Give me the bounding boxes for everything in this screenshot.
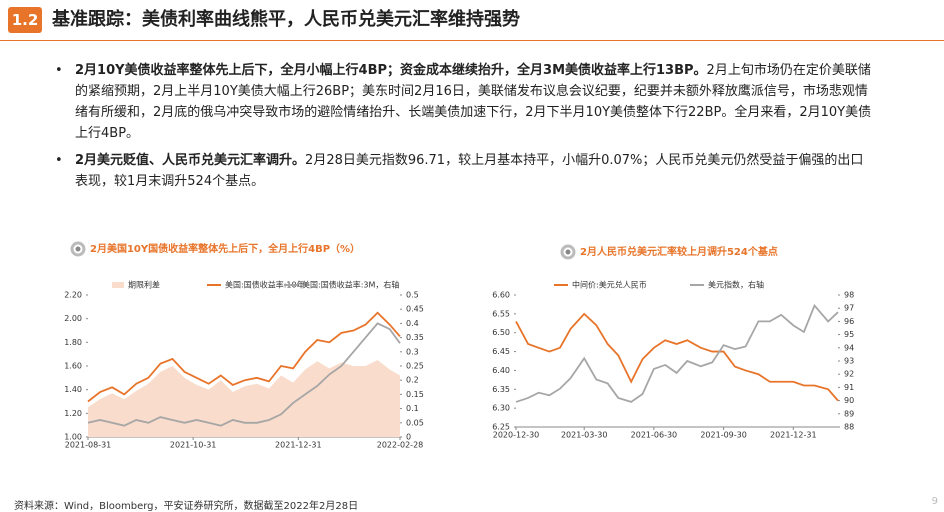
y2-tick-label: 93	[844, 357, 854, 366]
title-icon-dot	[75, 246, 81, 252]
y2-tick-label: 97	[844, 304, 854, 313]
x-tick-label: 2021-09-30	[700, 431, 747, 440]
y-tick-label: 6.40	[492, 366, 510, 375]
page-number: 9	[931, 496, 938, 507]
bullet-text: 2月28日美元指数96.71，较上月基本持平，小幅升0.07%；人民币兑美元仍然…	[75, 153, 864, 189]
y-tick-label: 6.25	[492, 423, 510, 432]
line	[87, 322, 401, 427]
y-tick-label: 1.80	[64, 338, 82, 347]
y2-tick-label: 0.35	[406, 333, 424, 342]
y2-tick-label: 0.5	[406, 291, 419, 300]
y2-tick-label: 92	[844, 370, 854, 379]
y-tick-label: 6.60	[492, 291, 510, 300]
legend-label: 期限利差	[128, 280, 160, 290]
y-tick-label: 6.35	[492, 385, 510, 394]
x-tick-label: 2022-02-28	[377, 441, 424, 450]
legend-label: 美国:国债收益率:3M，右轴	[302, 280, 399, 290]
legend-label: 美元指数，右轴	[708, 280, 764, 290]
line	[515, 312, 839, 402]
x-tick-label: 2021-12-31	[275, 441, 322, 450]
x-tick-label: 2021-03-30	[561, 431, 608, 440]
y-tick-label: 6.55	[492, 309, 510, 318]
bullet: 2月10Y美债收益率整体先上后下，全月小幅上行4BP；资金成本继续抬升，全月3M…	[55, 60, 875, 144]
line	[515, 303, 839, 403]
legend-label: 美国:国债收益率:10年	[225, 280, 305, 290]
chart-title: 2月人民币兑美元汇率较上月调升524个基点	[580, 245, 778, 258]
x-tick-label: 2021-12-31	[770, 431, 817, 440]
y-tick-label: 1.40	[64, 385, 82, 394]
y-tick-label: 2.00	[64, 314, 82, 323]
y-tick-label: 6.50	[492, 328, 510, 337]
y-tick-label: 1.60	[64, 362, 82, 371]
y2-tick-label: 0	[406, 433, 411, 442]
x-tick-label: 2020-12-30	[493, 431, 540, 440]
y2-tick-label: 90	[844, 396, 854, 405]
section-number: 1.2	[8, 7, 42, 33]
x-tick-label: 2021-10-31	[170, 441, 217, 450]
y2-tick-label: 0.4	[406, 319, 419, 328]
divider	[0, 40, 944, 41]
y-tick-label: 6.30	[492, 404, 510, 413]
x-tick-label: 2021-08-31	[65, 441, 112, 450]
y-tick-label: 1.20	[64, 409, 82, 418]
bullet-list: 2月10Y美债收益率整体先上后下，全月小幅上行4BP；资金成本继续抬升，全月3M…	[55, 60, 875, 198]
y2-tick-label: 0.05	[406, 418, 424, 427]
y2-tick-label: 0.2	[406, 376, 419, 385]
y2-tick-label: 89	[844, 409, 854, 418]
title-icon-dot	[565, 249, 571, 255]
y-tick-label: 1.00	[64, 433, 82, 442]
y2-tick-label: 0.1	[406, 404, 419, 413]
area	[88, 360, 400, 437]
source-note: 资料来源：Wind，Bloomberg，平安证券研究所，数据截至2022年2月2…	[14, 501, 359, 512]
y2-tick-label: 98	[844, 291, 854, 300]
y2-tick-label: 0.3	[406, 347, 419, 356]
y2-tick-label: 0.15	[406, 390, 424, 399]
y2-tick-label: 0.25	[406, 362, 424, 371]
y2-tick-label: 96	[844, 317, 854, 326]
y2-tick-label: 94	[844, 343, 854, 352]
bullet-bold: 2月美元贬值、人民币兑美元汇率调升。	[75, 153, 306, 168]
y-tick-label: 6.45	[492, 347, 510, 356]
bullet-text: 2月上旬市场仍在定价美联储的紧缩预期，2月上半月10Y美债大幅上行26BP；美东…	[75, 63, 872, 141]
y2-tick-label: 88	[844, 423, 854, 432]
legend-swatch	[112, 282, 124, 288]
section-title: 基准跟踪：美债利率曲线熊平，人民币兑美元汇率维持强势	[52, 9, 520, 30]
line	[87, 311, 401, 403]
legend-label: 中间价:美元兑人民币	[572, 280, 647, 290]
y2-tick-label: 91	[844, 383, 854, 392]
x-tick-label: 2021-06-30	[631, 431, 678, 440]
bullet-bold: 2月10Y美债收益率整体先上后下，全月小幅上行4BP；资金成本继续抬升，全月3M…	[75, 63, 707, 78]
bullet: 2月美元贬值、人民币兑美元汇率调升。2月28日美元指数96.71，较上月基本持平…	[55, 150, 875, 192]
chart-title: 2月美国10Y国债收益率整体先上后下，全月上行4BP（%）	[90, 242, 360, 255]
y-tick-label: 2.20	[64, 291, 82, 300]
y2-tick-label: 0.45	[406, 305, 424, 314]
y2-tick-label: 95	[844, 330, 854, 339]
